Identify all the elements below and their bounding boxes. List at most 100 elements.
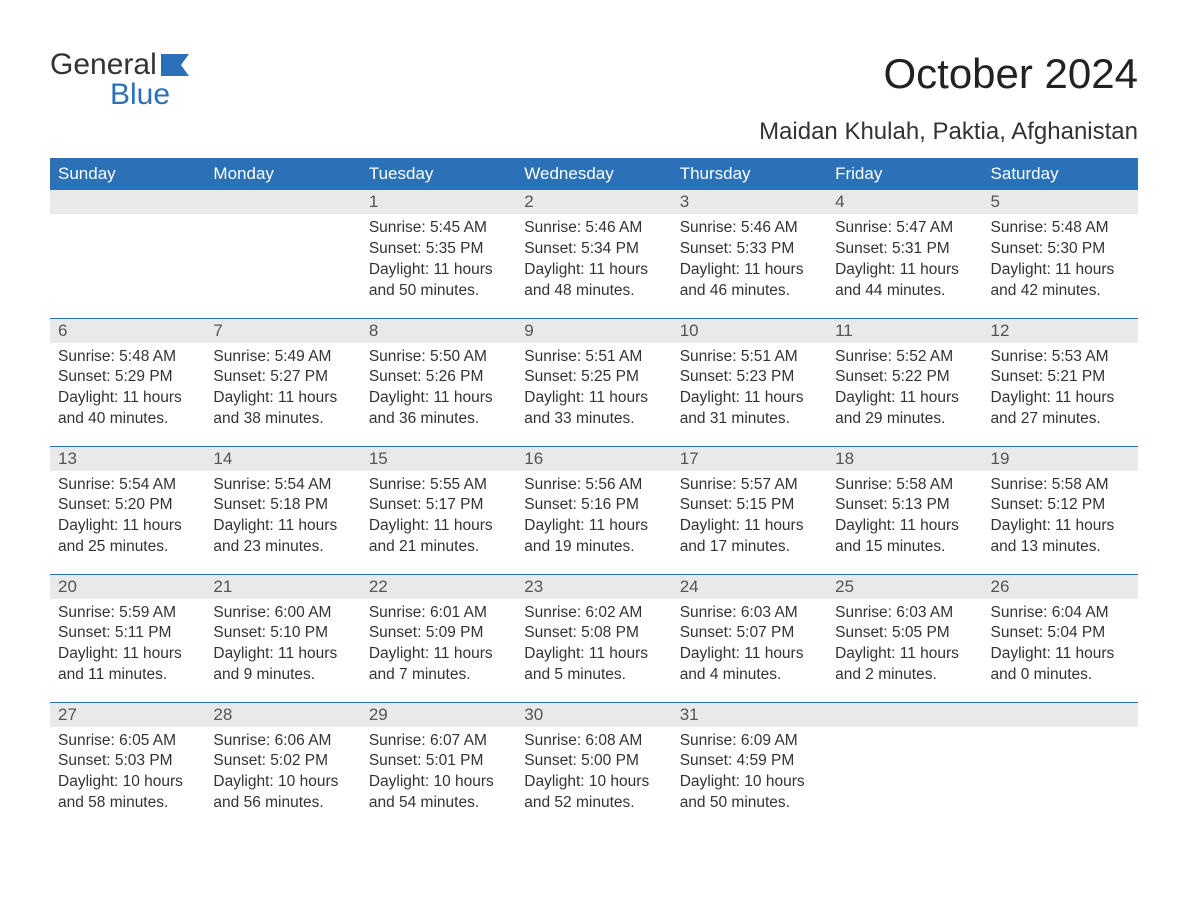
day-number [983,703,1138,727]
sunset-text: Sunset: 5:12 PM [991,495,1130,516]
calendar-day-cell: 6Sunrise: 5:48 AMSunset: 5:29 PMDaylight… [50,318,205,446]
day-number: 15 [361,447,516,471]
day-details: Sunrise: 6:05 AMSunset: 5:03 PMDaylight:… [50,727,205,821]
calendar-day-cell: 19Sunrise: 5:58 AMSunset: 5:12 PMDayligh… [983,446,1138,574]
sunset-text: Sunset: 4:59 PM [680,751,819,772]
header: General Blue October 2024 [50,50,1138,110]
sunrise-text: Sunrise: 6:01 AM [369,603,508,624]
sunrise-text: Sunrise: 5:59 AM [58,603,197,624]
calendar-day-cell [983,702,1138,830]
day-details: Sunrise: 5:58 AMSunset: 5:12 PMDaylight:… [983,471,1138,565]
calendar-day-cell: 7Sunrise: 5:49 AMSunset: 5:27 PMDaylight… [205,318,360,446]
day-details: Sunrise: 6:06 AMSunset: 5:02 PMDaylight:… [205,727,360,821]
sunset-text: Sunset: 5:34 PM [524,239,663,260]
sunset-text: Sunset: 5:03 PM [58,751,197,772]
calendar-day-cell: 31Sunrise: 6:09 AMSunset: 4:59 PMDayligh… [672,702,827,830]
calendar-day-cell: 26Sunrise: 6:04 AMSunset: 5:04 PMDayligh… [983,574,1138,702]
day-details: Sunrise: 6:00 AMSunset: 5:10 PMDaylight:… [205,599,360,693]
calendar-day-cell: 8Sunrise: 5:50 AMSunset: 5:26 PMDaylight… [361,318,516,446]
sunrise-text: Sunrise: 6:04 AM [991,603,1130,624]
sunset-text: Sunset: 5:23 PM [680,367,819,388]
sunrise-text: Sunrise: 5:50 AM [369,347,508,368]
sunset-text: Sunset: 5:02 PM [213,751,352,772]
sunset-text: Sunset: 5:30 PM [991,239,1130,260]
sunset-text: Sunset: 5:22 PM [835,367,974,388]
daylight-text: Daylight: 10 hours and 52 minutes. [524,772,663,814]
sunrise-text: Sunrise: 5:55 AM [369,475,508,496]
daylight-text: Daylight: 11 hours and 2 minutes. [835,644,974,686]
day-details: Sunrise: 5:56 AMSunset: 5:16 PMDaylight:… [516,471,671,565]
day-details: Sunrise: 5:55 AMSunset: 5:17 PMDaylight:… [361,471,516,565]
calendar-table: Sunday Monday Tuesday Wednesday Thursday… [50,158,1138,830]
sunrise-text: Sunrise: 5:53 AM [991,347,1130,368]
sunset-text: Sunset: 5:20 PM [58,495,197,516]
brand-word2: Blue [50,80,189,110]
sunset-text: Sunset: 5:08 PM [524,623,663,644]
calendar-day-cell: 11Sunrise: 5:52 AMSunset: 5:22 PMDayligh… [827,318,982,446]
daylight-text: Daylight: 11 hours and 42 minutes. [991,260,1130,302]
daylight-text: Daylight: 11 hours and 15 minutes. [835,516,974,558]
calendar-day-cell: 23Sunrise: 6:02 AMSunset: 5:08 PMDayligh… [516,574,671,702]
day-number: 25 [827,575,982,599]
day-number [827,703,982,727]
brand-word1-row: General [50,50,189,80]
day-details: Sunrise: 5:50 AMSunset: 5:26 PMDaylight:… [361,343,516,437]
day-number: 14 [205,447,360,471]
daylight-text: Daylight: 11 hours and 29 minutes. [835,388,974,430]
day-number: 21 [205,575,360,599]
calendar-day-cell: 12Sunrise: 5:53 AMSunset: 5:21 PMDayligh… [983,318,1138,446]
day-details: Sunrise: 5:51 AMSunset: 5:23 PMDaylight:… [672,343,827,437]
day-details: Sunrise: 5:57 AMSunset: 5:15 PMDaylight:… [672,471,827,565]
day-number: 12 [983,319,1138,343]
day-details: Sunrise: 5:59 AMSunset: 5:11 PMDaylight:… [50,599,205,693]
weekday-header: Wednesday [516,158,671,190]
sunset-text: Sunset: 5:07 PM [680,623,819,644]
day-number: 13 [50,447,205,471]
sunrise-text: Sunrise: 5:48 AM [991,218,1130,239]
sunset-text: Sunset: 5:04 PM [991,623,1130,644]
daylight-text: Daylight: 11 hours and 21 minutes. [369,516,508,558]
sunset-text: Sunset: 5:15 PM [680,495,819,516]
daylight-text: Daylight: 11 hours and 23 minutes. [213,516,352,558]
day-number: 29 [361,703,516,727]
day-number: 22 [361,575,516,599]
day-details: Sunrise: 5:48 AMSunset: 5:29 PMDaylight:… [50,343,205,437]
daylight-text: Daylight: 11 hours and 25 minutes. [58,516,197,558]
calendar-day-cell: 28Sunrise: 6:06 AMSunset: 5:02 PMDayligh… [205,702,360,830]
day-details: Sunrise: 6:08 AMSunset: 5:00 PMDaylight:… [516,727,671,821]
sunrise-text: Sunrise: 5:48 AM [58,347,197,368]
calendar-day-cell: 17Sunrise: 5:57 AMSunset: 5:15 PMDayligh… [672,446,827,574]
calendar-day-cell: 20Sunrise: 5:59 AMSunset: 5:11 PMDayligh… [50,574,205,702]
daylight-text: Daylight: 11 hours and 33 minutes. [524,388,663,430]
daylight-text: Daylight: 11 hours and 4 minutes. [680,644,819,686]
day-number: 17 [672,447,827,471]
daylight-text: Daylight: 11 hours and 31 minutes. [680,388,819,430]
day-details: Sunrise: 5:48 AMSunset: 5:30 PMDaylight:… [983,214,1138,308]
weekday-header: Sunday [50,158,205,190]
sunrise-text: Sunrise: 5:58 AM [991,475,1130,496]
sunrise-text: Sunrise: 5:49 AM [213,347,352,368]
daylight-text: Daylight: 11 hours and 5 minutes. [524,644,663,686]
daylight-text: Daylight: 11 hours and 11 minutes. [58,644,197,686]
sunrise-text: Sunrise: 6:05 AM [58,731,197,752]
location-subtitle: Maidan Khulah, Paktia, Afghanistan [50,118,1138,146]
day-details: Sunrise: 6:01 AMSunset: 5:09 PMDaylight:… [361,599,516,693]
day-number: 31 [672,703,827,727]
sunrise-text: Sunrise: 5:54 AM [58,475,197,496]
day-number: 1 [361,190,516,214]
sunset-text: Sunset: 5:11 PM [58,623,197,644]
daylight-text: Daylight: 11 hours and 0 minutes. [991,644,1130,686]
daylight-text: Daylight: 10 hours and 50 minutes. [680,772,819,814]
daylight-text: Daylight: 11 hours and 48 minutes. [524,260,663,302]
daylight-text: Daylight: 10 hours and 54 minutes. [369,772,508,814]
sunrise-text: Sunrise: 6:00 AM [213,603,352,624]
daylight-text: Daylight: 11 hours and 44 minutes. [835,260,974,302]
day-details: Sunrise: 6:04 AMSunset: 5:04 PMDaylight:… [983,599,1138,693]
sunrise-text: Sunrise: 5:56 AM [524,475,663,496]
weekday-header: Saturday [983,158,1138,190]
day-details: Sunrise: 5:51 AMSunset: 5:25 PMDaylight:… [516,343,671,437]
daylight-text: Daylight: 11 hours and 19 minutes. [524,516,663,558]
flag-icon [161,54,189,76]
day-details: Sunrise: 5:54 AMSunset: 5:18 PMDaylight:… [205,471,360,565]
day-details: Sunrise: 6:03 AMSunset: 5:07 PMDaylight:… [672,599,827,693]
